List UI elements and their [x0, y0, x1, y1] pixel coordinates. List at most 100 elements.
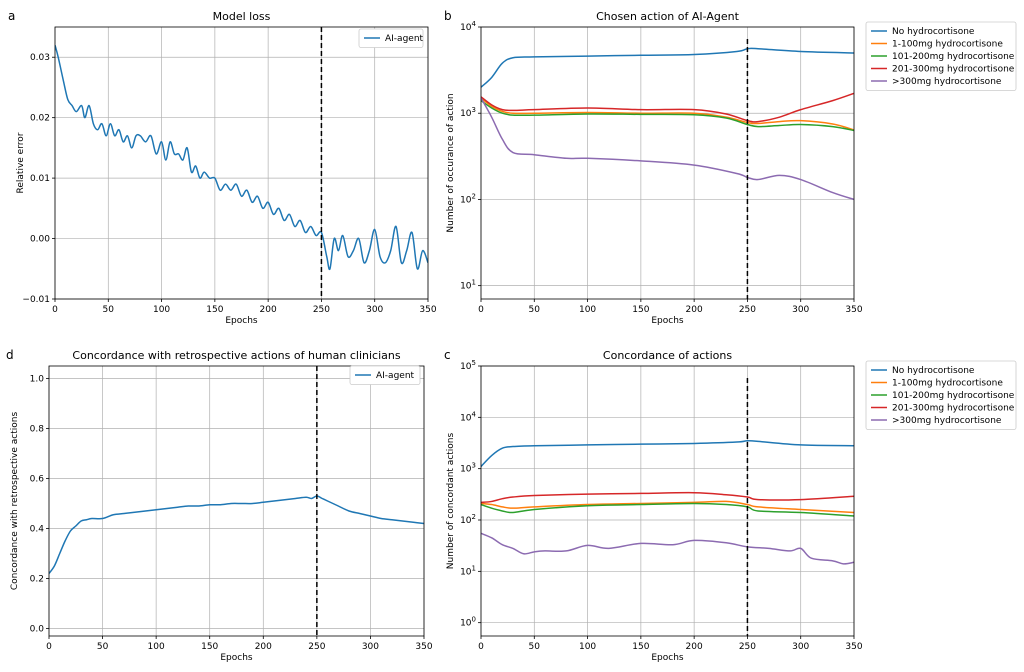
x-tick-label: 100 [148, 642, 165, 652]
x-tick-label: 200 [686, 305, 703, 315]
series-line-2 [481, 100, 854, 132]
legend-entry: 1-100mg hydrocortisone [892, 379, 1003, 389]
x-tick-label: 350 [845, 305, 862, 315]
x-axis-label: Epochs [220, 653, 253, 663]
y-tick-label: 0.8 [30, 425, 45, 435]
y-axis-label: Concordance with retrospective actions [10, 412, 20, 591]
x-tick-label: 150 [201, 642, 218, 652]
legend-entry: 101-200mg hydrocortisone [892, 52, 1015, 62]
x-tick-label: 200 [260, 305, 277, 315]
chart-title: Model loss [213, 10, 271, 23]
plot-frame [54, 26, 429, 300]
y-tick-label: 102 [460, 513, 476, 526]
panel-label: d [6, 348, 14, 362]
series-line-3 [481, 491, 854, 504]
x-tick-label: 150 [206, 305, 223, 315]
panel-label: b [444, 9, 452, 23]
x-axis-label: Epochs [225, 316, 258, 326]
legend-entry: >300mg hydrocortisone [892, 416, 1002, 426]
legend: No hydrocortisone 1-100mg hydrocortisone 1… [865, 21, 1017, 91]
series-line-3 [481, 92, 854, 123]
x-tick-label: 100 [579, 642, 596, 652]
x-tick-label: 50 [97, 642, 109, 652]
x-axis-label: Epochs [651, 653, 684, 663]
legend-entry: 201-300mg hydrocortisone [892, 65, 1015, 75]
x-tick-label: 100 [153, 305, 170, 315]
series-line-2 [481, 502, 854, 517]
legend-entry: 101-200mg hydrocortisone [892, 391, 1015, 401]
y-tick-label: 105 [460, 359, 476, 372]
legend: AI-agent [349, 365, 421, 385]
x-tick-label: 250 [739, 305, 756, 315]
x-tick-label: 300 [792, 305, 809, 315]
chart-title: Concordance of actions [603, 349, 732, 362]
x-tick-label: 50 [529, 305, 541, 315]
series-line-0 [481, 47, 854, 88]
y-tick-label: 0.03 [30, 53, 50, 63]
y-tick-label: 104 [460, 20, 476, 33]
panel-label: a [8, 9, 15, 23]
panel-a: a Model loss 0 50 100 150 200 250 300 350 −0.01 0.0… [8, 9, 437, 326]
y-tick-label: 0.00 [30, 235, 50, 245]
x-tick-label: 150 [632, 305, 649, 315]
x-tick-label: 250 [739, 642, 756, 652]
legend-box [865, 21, 1017, 91]
x-tick-label: 200 [255, 642, 272, 652]
legend-box [865, 360, 1017, 430]
y-tick-label: 104 [460, 410, 476, 423]
chart-title: Concordance with retrospective actions o… [72, 349, 400, 362]
y-tick-label: 0.0 [30, 625, 45, 635]
x-tick-label: 0 [52, 305, 58, 315]
x-tick-label: 350 [419, 305, 436, 315]
y-tick-label: 0.2 [30, 575, 44, 585]
legend: No hydrocortisone 1-100mg hydrocortisone 1… [865, 360, 1017, 430]
x-tick-label: 150 [632, 642, 649, 652]
legend-entry: 1-100mg hydrocortisone [892, 40, 1003, 50]
x-tick-label: 100 [579, 305, 596, 315]
legend: AI-agent [358, 28, 424, 48]
y-tick-label: 0.4 [30, 525, 45, 535]
legend-entry: No hydrocortisone [892, 27, 975, 37]
series-line-0 [481, 439, 854, 468]
y-tick-label: 101 [460, 564, 476, 577]
series-line-4 [481, 97, 854, 201]
panel-c: c Concordance of actions 0 50 100 150 200 250 30… [444, 348, 1017, 663]
x-tick-label: 350 [845, 642, 862, 652]
x-axis-label: Epochs [651, 316, 684, 326]
legend-entry: 201-300mg hydrocortisone [892, 404, 1015, 414]
x-tick-label: 350 [415, 642, 432, 652]
x-tick-label: 250 [313, 305, 330, 315]
legend-entry: AI-agent [376, 371, 415, 381]
x-tick-label: 0 [478, 305, 484, 315]
series-line-1 [481, 97, 854, 131]
x-tick-label: 0 [478, 642, 484, 652]
y-tick-label: −0.01 [22, 295, 50, 305]
chart-title: Chosen action of AI-Agent [596, 10, 740, 23]
legend-entry: >300mg hydrocortisone [892, 77, 1002, 87]
plot-frame [480, 26, 855, 300]
legend-entry: No hydrocortisone [892, 366, 975, 376]
series-line-4 [481, 532, 854, 565]
y-tick-label: 0.6 [30, 475, 45, 485]
series-line-0 [49, 495, 424, 574]
x-tick-label: 50 [529, 642, 541, 652]
plot-frame [48, 365, 425, 637]
x-tick-label: 300 [792, 642, 809, 652]
x-tick-label: 50 [103, 305, 115, 315]
x-tick-label: 0 [46, 642, 52, 652]
y-tick-label: 100 [460, 616, 476, 629]
y-tick-label: 0.02 [30, 114, 50, 124]
plot-frame [480, 365, 855, 637]
y-tick-label: 103 [460, 106, 476, 119]
x-tick-label: 200 [686, 642, 703, 652]
y-tick-label: 101 [460, 279, 476, 292]
y-axis-label: Relative error [16, 132, 26, 193]
series-line-0 [55, 44, 428, 271]
y-tick-label: 0.01 [30, 174, 50, 184]
y-tick-label: 1.0 [30, 375, 45, 385]
legend-box [358, 28, 424, 48]
legend-box [349, 365, 421, 385]
y-tick-label: 102 [460, 192, 476, 205]
y-axis-label: Number of concordant actions [446, 432, 456, 569]
